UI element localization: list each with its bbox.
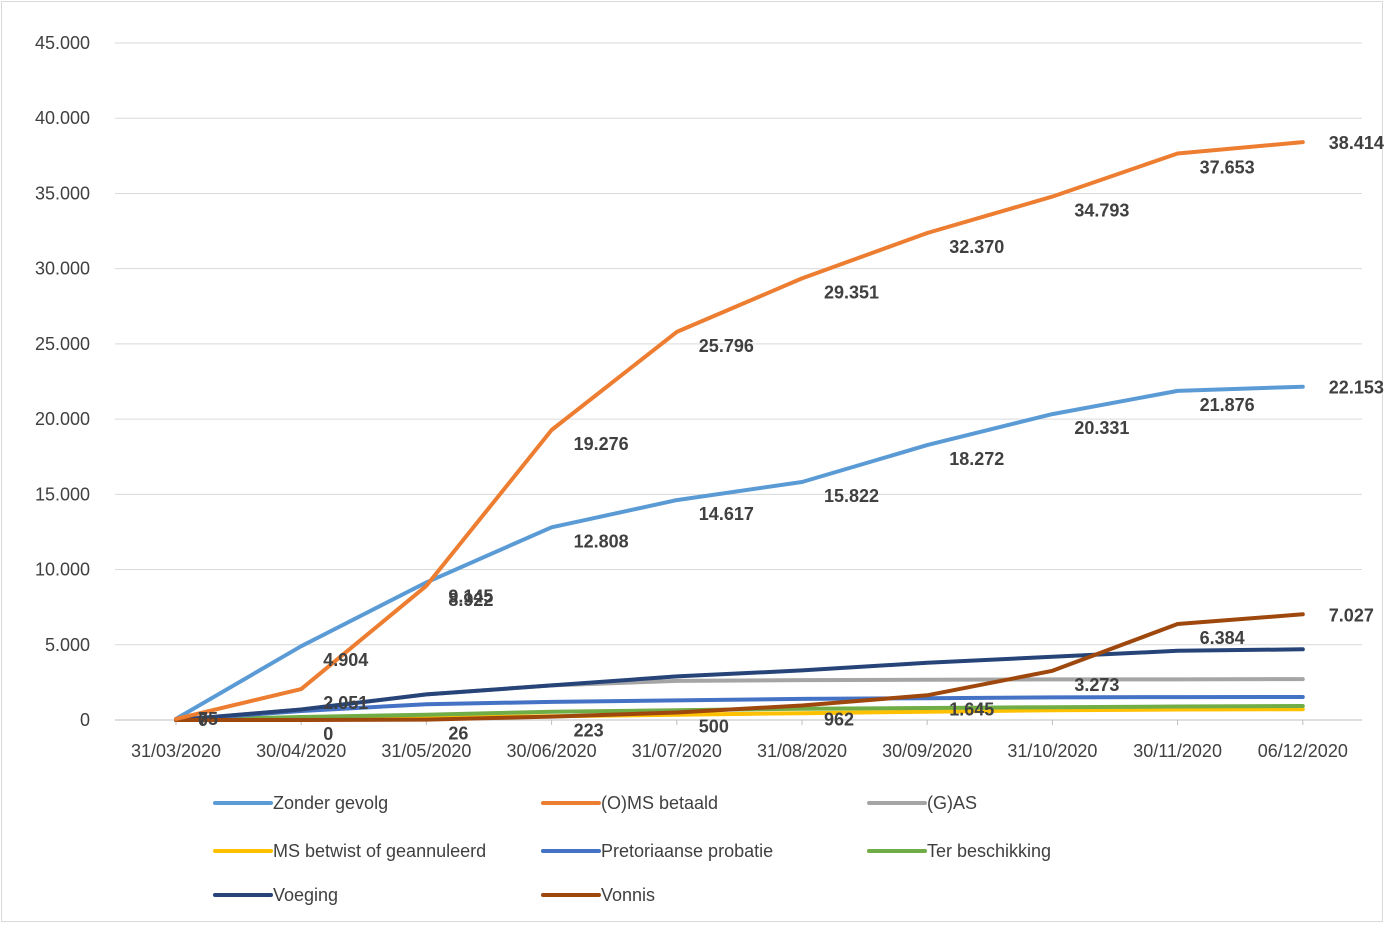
y-tick-label: 0 <box>80 710 90 730</box>
x-tick-label: 30/04/2020 <box>256 741 346 761</box>
x-tick-label: 31/10/2020 <box>1007 741 1097 761</box>
data-label: 21.876 <box>1200 395 1255 415</box>
data-label: 962 <box>824 710 854 730</box>
data-label: 22.153 <box>1329 378 1384 398</box>
legend-label: (O)MS betaald <box>601 793 718 813</box>
data-label: 25.796 <box>699 336 754 356</box>
data-label: 12.808 <box>574 531 629 551</box>
legend-label: Vonnis <box>601 885 655 905</box>
gridlines <box>115 42 1362 721</box>
data-label: 19.276 <box>574 434 629 454</box>
y-tick-label: 30.000 <box>35 259 90 279</box>
x-axis-ticks: 31/03/2020 30/04/2020 31/05/2020 30/06/2020… <box>131 720 1348 761</box>
data-label: 37.653 <box>1200 158 1255 178</box>
series-line-4 <box>174 695 1305 722</box>
legend-item: MS betwist of geannuleerd <box>213 841 486 861</box>
x-tick-label: 30/09/2020 <box>882 741 972 761</box>
y-tick-label: 35.000 <box>35 183 90 203</box>
data-label: 20.331 <box>1074 418 1129 438</box>
data-label: 14.617 <box>699 504 754 524</box>
legend-label: MS betwist of geannuleerd <box>273 841 486 861</box>
y-tick-label: 25.000 <box>35 334 90 354</box>
x-tick-label: 31/05/2020 <box>381 741 471 761</box>
y-tick-label: 15.000 <box>35 484 90 504</box>
data-label: 38.414 <box>1329 133 1384 153</box>
data-label: 26 <box>448 724 468 744</box>
legend-item: Pretoriaanse probatie <box>541 841 773 861</box>
data-label: 2.051 <box>323 693 368 713</box>
data-label: 9.145 <box>448 586 493 606</box>
legend-item: Vonnis <box>541 885 655 905</box>
data-label: 3.273 <box>1074 675 1119 695</box>
data-labels: 75 4.904 9.145 12.808 14.617 15.822 18.272 20.3… <box>198 133 1384 744</box>
x-tick-label: 30/11/2020 <box>1133 741 1222 761</box>
series-line-6 <box>174 647 1305 722</box>
y-axis-ticks: 0 5.000 10.000 15.000 20.000 25.000 30.000 35.0… <box>35 33 90 730</box>
data-label: 6.384 <box>1200 628 1245 648</box>
data-label: 0 <box>198 710 208 730</box>
y-tick-label: 40.000 <box>35 108 90 128</box>
legend-label: Voeging <box>273 885 338 905</box>
legend-label: Zonder gevolg <box>273 793 388 813</box>
y-tick-label: 5.000 <box>45 635 90 655</box>
legend-item: Ter beschikking <box>867 841 1051 861</box>
data-label: 34.793 <box>1074 201 1129 221</box>
data-label: 8.922 <box>448 590 493 610</box>
data-label: 4.904 <box>323 650 368 670</box>
data-label: 223 <box>574 721 604 741</box>
data-label: 75 <box>198 709 218 729</box>
data-label: 29.351 <box>824 282 879 302</box>
x-tick-label: 30/06/2020 <box>507 741 597 761</box>
data-label: 18.272 <box>949 449 1004 469</box>
data-label: 500 <box>699 716 729 736</box>
legend-item: (G)AS <box>867 793 977 813</box>
series-line-7 <box>174 612 1305 722</box>
series-line-1 <box>174 140 1305 721</box>
y-tick-label: 10.000 <box>35 560 90 580</box>
series-lines <box>174 140 1305 722</box>
data-label: 1.645 <box>949 699 994 719</box>
x-tick-label: 31/03/2020 <box>131 741 221 761</box>
legend-label: Ter beschikking <box>927 841 1051 861</box>
legend-label: Pretoriaanse probatie <box>601 841 773 861</box>
y-tick-label: 20.000 <box>35 409 90 429</box>
x-tick-label: 06/12/2020 <box>1258 741 1348 761</box>
y-tick-label: 45.000 <box>35 33 90 53</box>
data-label: 7.027 <box>1329 605 1374 625</box>
legend-label: (G)AS <box>927 793 977 813</box>
legend: Zonder gevolg (O)MS betaald (G)AS MS betwis… <box>213 793 1051 905</box>
x-tick-label: 31/07/2020 <box>632 741 722 761</box>
data-label: 32.370 <box>949 237 1004 257</box>
x-tick-label: 31/08/2020 <box>757 741 847 761</box>
legend-item: Zonder gevolg <box>213 793 388 813</box>
legend-item: Voeging <box>213 885 338 905</box>
data-label: 15.822 <box>824 486 879 506</box>
series-line-0 <box>174 384 1305 721</box>
data-label: 0 <box>323 724 333 744</box>
legend-item: (O)MS betaald <box>541 793 718 813</box>
